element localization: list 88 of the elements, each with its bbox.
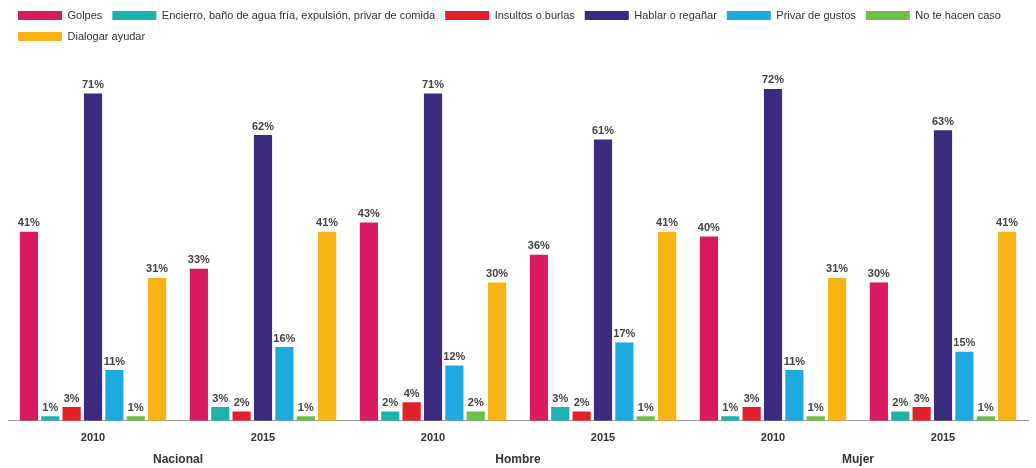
data-label: 71% xyxy=(81,78,105,91)
data-label: 3% xyxy=(212,391,229,404)
data-label: 71% xyxy=(421,78,445,91)
data-label: 40% xyxy=(697,220,721,233)
bar xyxy=(189,268,208,421)
legend-label: Golpes xyxy=(67,8,103,21)
legend-label: Hablar o regañar xyxy=(634,8,718,21)
data-label: 3% xyxy=(552,391,569,404)
bar xyxy=(148,277,167,421)
bar xyxy=(763,88,783,421)
data-label: 33% xyxy=(187,253,211,266)
data-label: 12% xyxy=(443,350,466,363)
legend-label: Encierro, baño de agua fría, expulsión, privar de comida xyxy=(161,8,437,21)
data-label: 31% xyxy=(146,262,169,275)
data-label: 4% xyxy=(403,386,420,399)
bar xyxy=(359,222,378,421)
data-label: 15% xyxy=(953,336,976,349)
bar xyxy=(19,231,38,421)
data-label: 63% xyxy=(931,114,955,127)
data-label: 1% xyxy=(127,400,144,413)
bar xyxy=(785,370,804,421)
data-label: 17% xyxy=(613,326,636,339)
bar xyxy=(318,231,337,421)
data-label: 36% xyxy=(527,239,551,252)
data-label: 1% xyxy=(977,400,994,413)
data-label: 3% xyxy=(63,391,80,404)
data-label: 30% xyxy=(867,267,891,280)
bar xyxy=(593,139,613,421)
data-label: 3% xyxy=(743,391,760,404)
data-label: 1% xyxy=(297,400,314,413)
data-label: 2% xyxy=(892,396,909,409)
x-tick-label: 2015 xyxy=(590,431,616,444)
legend-label: Privar de gustos xyxy=(776,8,857,21)
data-label: 3% xyxy=(913,391,930,404)
bar xyxy=(62,406,81,421)
x-tick-label: 2015 xyxy=(930,431,956,444)
data-label: 16% xyxy=(273,331,296,344)
x-tick-label: 2015 xyxy=(250,431,276,444)
bar xyxy=(615,342,634,421)
data-label: 1% xyxy=(637,400,654,413)
x-tick-label: 2010 xyxy=(80,431,106,444)
data-label: 41% xyxy=(656,216,679,229)
data-label: 11% xyxy=(103,354,126,367)
bar xyxy=(869,282,888,421)
data-label: 41% xyxy=(17,216,41,229)
data-label: 31% xyxy=(826,262,849,275)
bar xyxy=(912,406,931,421)
data-label: 62% xyxy=(251,119,275,132)
data-label: 43% xyxy=(357,207,381,220)
bar xyxy=(658,231,677,421)
x-tick-label: 2010 xyxy=(760,431,786,444)
data-label: 72% xyxy=(761,73,785,86)
bar xyxy=(275,347,294,421)
bar xyxy=(488,282,507,421)
data-label: 2% xyxy=(467,396,484,409)
x-tick-label: 2010 xyxy=(420,431,446,444)
data-label: 2% xyxy=(382,396,399,409)
bar xyxy=(402,402,421,421)
text: Hombre xyxy=(495,452,541,467)
bar xyxy=(253,134,273,421)
bar xyxy=(529,254,548,421)
bar xyxy=(105,370,124,421)
bar xyxy=(551,406,570,421)
data-label: 41% xyxy=(316,216,339,229)
data-label: 61% xyxy=(591,124,615,137)
bar xyxy=(828,277,847,421)
data-label: 1% xyxy=(722,400,739,413)
bar xyxy=(955,351,974,421)
bar xyxy=(742,406,761,421)
legend-label: No te hacen caso xyxy=(915,8,1001,21)
text: Mujer xyxy=(841,452,875,467)
bar xyxy=(699,236,718,421)
data-label: 1% xyxy=(807,400,824,413)
bar xyxy=(423,93,443,421)
data-label: 11% xyxy=(783,354,806,367)
data-label: 2% xyxy=(233,396,250,409)
bar xyxy=(445,365,464,421)
data-label: 30% xyxy=(486,267,509,280)
legend-label: Insultos o burlas xyxy=(494,8,576,21)
bar xyxy=(83,93,103,421)
legend-label: Dialogar ayudar xyxy=(67,29,146,42)
data-label: 2% xyxy=(573,396,590,409)
bar xyxy=(933,130,953,421)
bar xyxy=(211,406,230,421)
text: Nacional xyxy=(152,452,204,467)
data-label: 1% xyxy=(42,400,59,413)
bar xyxy=(998,231,1017,421)
data-label: 41% xyxy=(996,216,1019,229)
